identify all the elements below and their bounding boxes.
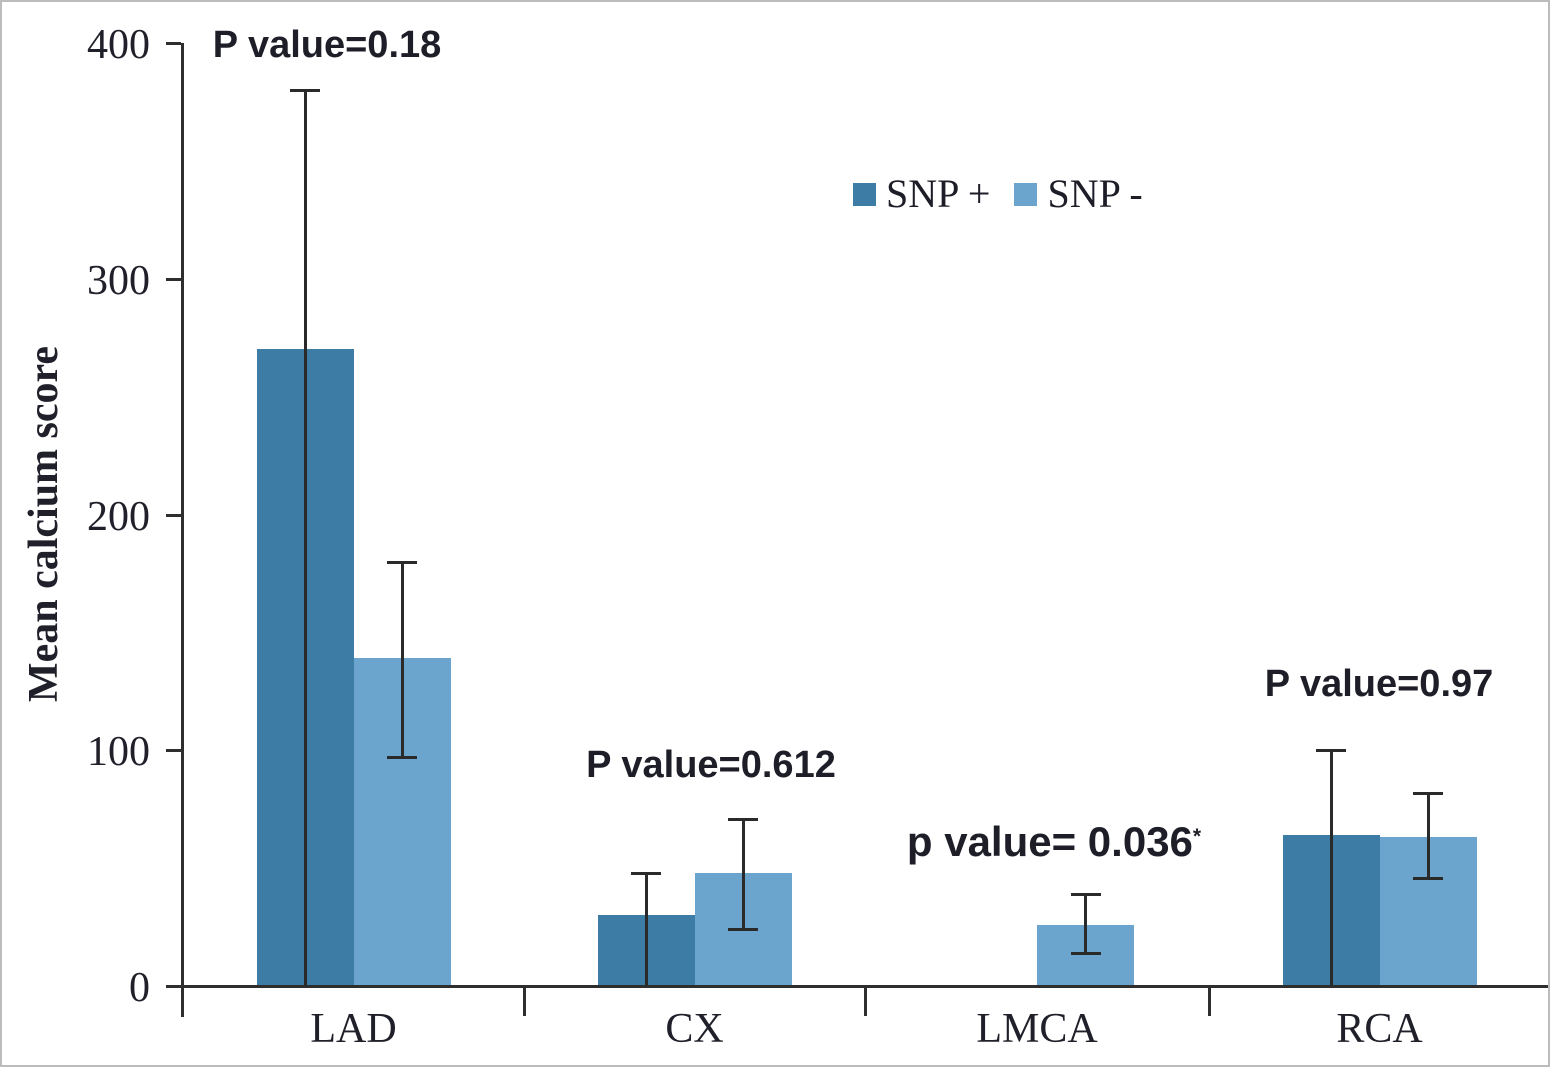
error-bar-cap-bottom [387, 756, 417, 760]
legend: SNP + SNP - [853, 174, 1143, 214]
p-value-annotation: p value= 0.036* [906, 818, 1202, 865]
legend-swatch [853, 182, 876, 206]
significance-asterisk: * [1192, 825, 1202, 849]
category-label: CX [665, 1006, 724, 1052]
error-bar-cap-top [1070, 893, 1101, 897]
legend-label: SNP - [1047, 171, 1143, 216]
y-axis-tick [166, 749, 181, 753]
legend-label: SNP + [886, 171, 991, 216]
error-bar-line [1084, 894, 1087, 953]
y-tick-label: 400 [87, 22, 150, 68]
y-tick-label: 300 [87, 257, 150, 304]
legend-item: SNP + [853, 174, 990, 214]
error-bar-cap-top [1316, 749, 1346, 753]
y-tick-label: 100 [87, 729, 150, 776]
error-bar-line [1329, 750, 1333, 985]
error-bar-cap-bottom [728, 928, 758, 932]
error-bar-line [1426, 792, 1430, 878]
error-bar-cap-bottom [1413, 876, 1443, 880]
p-value-annotation: P value=0.18 [212, 24, 442, 66]
p-value-annotation: P value=0.97 [1264, 663, 1494, 705]
x-axis-tick [523, 985, 526, 1016]
y-axis-tick [166, 985, 181, 988]
y-axis-tick [166, 42, 181, 45]
y-axis-tick [166, 277, 181, 281]
y-axis-tick [166, 513, 181, 517]
category-label: LAD [310, 1006, 397, 1052]
legend-swatch [1014, 182, 1038, 206]
x-axis-tick [864, 985, 867, 1016]
error-bar-cap-top [290, 89, 320, 93]
error-bar-line [741, 818, 745, 930]
p-value-annotation: P value=0.612 [586, 744, 836, 786]
y-tick-label: 0 [129, 965, 150, 1011]
x-axis-tick [1208, 985, 1211, 1016]
error-bar-cap-top [631, 871, 661, 875]
y-axis-line [181, 43, 184, 1017]
error-bar-cap-top [387, 560, 417, 564]
error-bar-cap-bottom [1070, 951, 1101, 955]
error-bar-cap-top [728, 817, 758, 821]
legend-item: SNP - [1014, 171, 1143, 216]
error-bar-line [644, 872, 648, 985]
error-bar-cap-top [1413, 791, 1443, 795]
error-bar-line [303, 90, 307, 985]
error-bar-line [400, 561, 404, 758]
y-tick-label: 200 [87, 493, 150, 540]
category-label: RCA [1336, 1006, 1423, 1052]
category-label: LMCA [976, 1006, 1098, 1052]
